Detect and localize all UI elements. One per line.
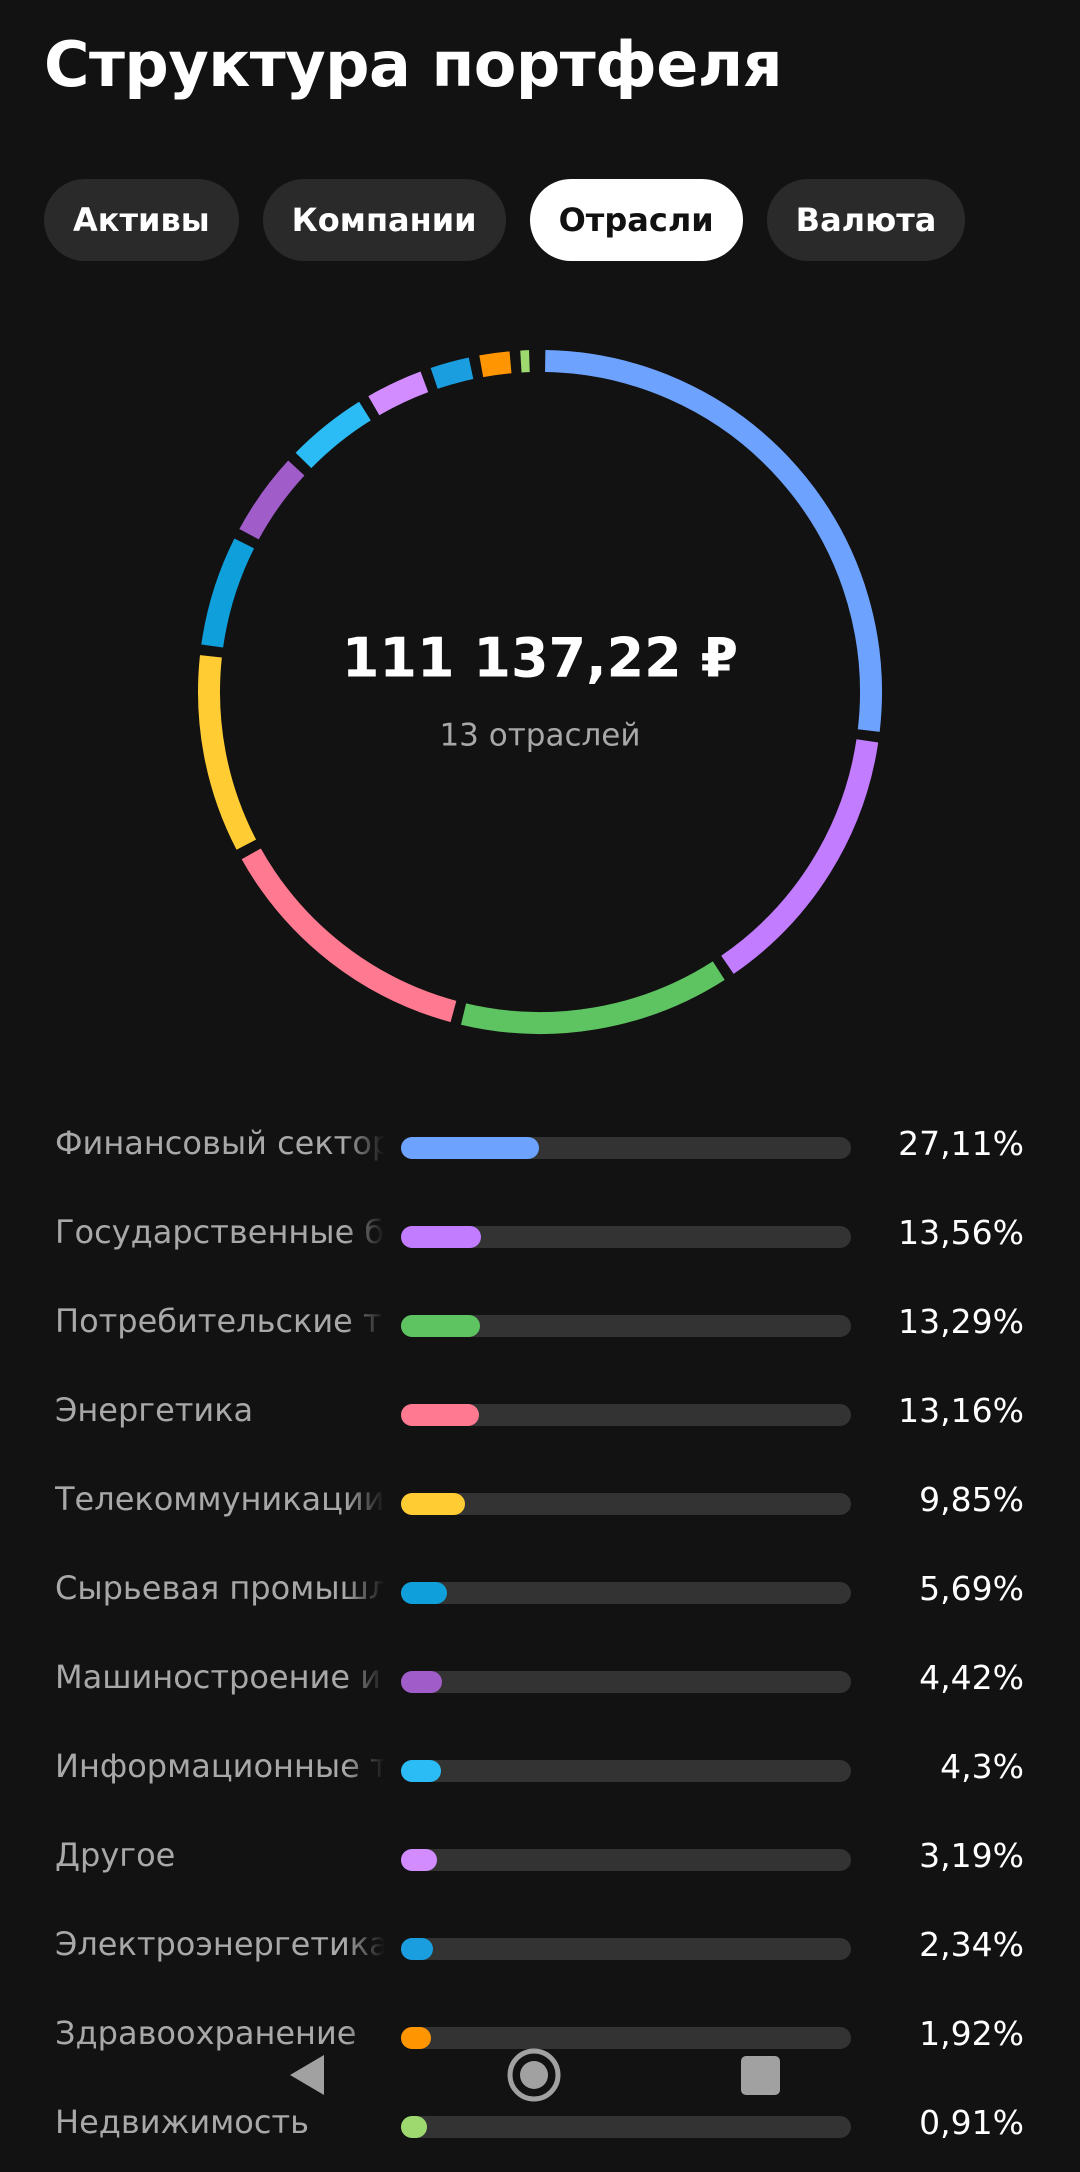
sector-list: Финансовый сектор 27,11% Государственные б… [0,1104,1080,2172]
sector-share: 2,34% [919,1925,1024,1964]
bar-fill [401,1671,442,1693]
tab[interactable]: Валюта [767,179,966,261]
bar-fill [401,1938,433,1960]
sector-name: Потребительские т [55,1302,385,1340]
page-title: Структура портфеля [44,28,782,101]
sector-share: 13,16% [898,1391,1024,1430]
bar-track [401,1493,851,1515]
bar-fill [401,1226,481,1248]
donut-segment [464,971,719,1023]
sector-name: Машиностроение и [55,1658,385,1696]
sector-share: 4,42% [919,1658,1024,1697]
tab[interactable]: Отрасли [530,179,743,261]
tab[interactable]: Активы [44,179,239,261]
sector-name: Сырьевая промышл [55,1569,385,1607]
donut-segment [212,543,244,646]
donut-segment [303,411,364,460]
bar-fill [401,1137,539,1159]
donut-segment [434,368,471,378]
bar-track [401,1226,851,1248]
sector-row: Телекоммуникации 9,85% [0,1460,1080,1549]
sector-share: 3,19% [919,1836,1024,1875]
nav-bar [0,2030,1080,2120]
recents-button[interactable] [741,2056,780,2095]
bar-track [401,1404,851,1426]
sector-count: 13 отраслей [439,718,640,754]
sector-name: Государственные б [55,1213,385,1251]
donut-segment [727,741,867,965]
bar-track [401,1849,851,1871]
sector-row: Другое 3,19% [0,1816,1080,1905]
bar-fill [401,1849,437,1871]
sector-row: Финансовый сектор 27,11% [0,1104,1080,1193]
bar-track [401,1582,851,1604]
bar-fill [401,1760,441,1782]
bar-track [401,1315,851,1337]
sector-name: Другое [55,1836,385,1874]
sector-share: 13,56% [898,1213,1024,1252]
sector-name: Финансовый сектор [55,1124,385,1162]
sector-row: Сырьевая промышл 5,69% [0,1549,1080,1638]
sector-share: 5,69% [919,1569,1024,1608]
sector-row: Информационные т 4,3% [0,1727,1080,1816]
total-value: 111 137,22 ₽ [342,627,738,690]
donut-segment [251,854,453,1012]
bar-track [401,1938,851,1960]
sector-row: Потребительские т 13,29% [0,1282,1080,1371]
sector-share: 9,85% [919,1480,1024,1519]
sector-share: 4,3% [940,1747,1024,1786]
sector-row: Энергетика 13,16% [0,1371,1080,1460]
back-button[interactable] [290,2055,324,2095]
bar-track [401,1760,851,1782]
donut-segment [481,362,510,366]
donut-segment [374,382,425,406]
bar-fill [401,1582,447,1604]
sector-name: Энергетика [55,1391,385,1429]
sector-name: Телекоммуникации [55,1480,385,1518]
sector-name: Электроэнергетика [55,1925,385,1963]
donut-chart: 111 137,22 ₽ 13 отраслей [0,330,1080,1060]
sector-share: 13,29% [898,1302,1024,1341]
sector-row: Машиностроение и 4,42% [0,1638,1080,1727]
tab[interactable]: Компании [263,179,506,261]
donut-segment [249,468,296,534]
bar-fill [401,1315,480,1337]
donut-segment [209,656,246,844]
sector-share: 27,11% [898,1124,1024,1163]
bar-track [401,1137,851,1159]
home-button-dot [520,2061,548,2089]
sector-row: Электроэнергетика 2,34% [0,1905,1080,1994]
bar-fill [401,1493,465,1515]
sector-row: Государственные б 13,56% [0,1193,1080,1282]
sector-name: Информационные т [55,1747,385,1785]
bar-fill [401,1404,479,1426]
tab-bar: Активы Компании Отрасли Валюта [44,179,965,261]
bar-track [401,1671,851,1693]
